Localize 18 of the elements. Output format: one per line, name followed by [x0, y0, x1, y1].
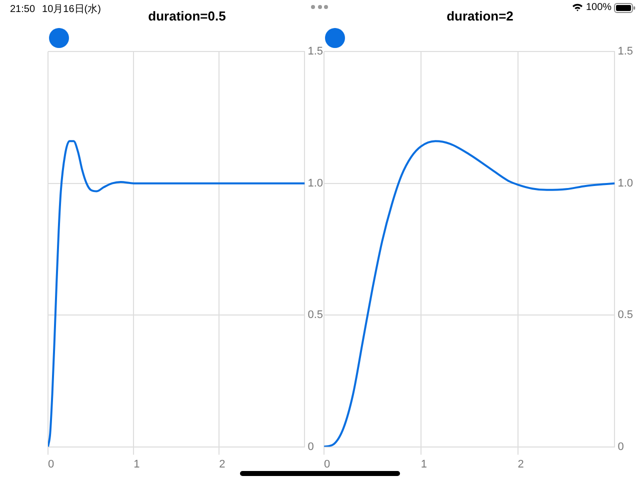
- y-tick-label: 0.5: [308, 309, 324, 322]
- x-tick-label: 2: [518, 458, 524, 470]
- x-tick-label: 1: [134, 458, 140, 470]
- y-tick-label: 0.5: [618, 309, 634, 322]
- x-tick-label: 1: [420, 458, 428, 470]
- y-tick-label: 1.5: [308, 46, 324, 58]
- chart-title: duration=2: [446, 8, 514, 24]
- text: 10月16日(水): [42, 4, 101, 15]
- y-tick-label: 1.0: [618, 177, 634, 190]
- y-tick-label: 0: [618, 440, 624, 453]
- text: 21:50: [10, 4, 36, 15]
- chart-title: duration=0.5: [148, 8, 226, 24]
- y-tick-label: 1.5: [618, 46, 634, 58]
- x-tick-label: 2: [219, 458, 226, 470]
- text: 100%: [586, 2, 612, 13]
- x-tick-label: 0: [48, 458, 54, 470]
- y-tick-label: 1.0: [308, 177, 324, 190]
- y-tick-label: 0: [308, 440, 314, 453]
